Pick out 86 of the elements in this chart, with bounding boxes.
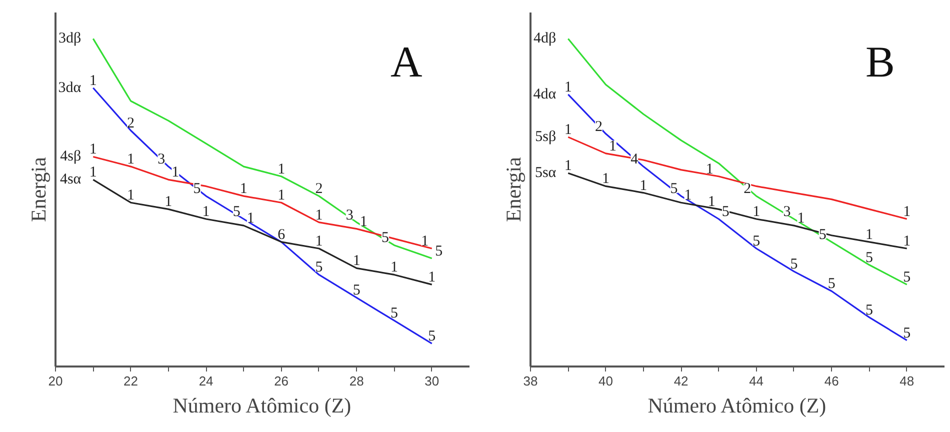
annotation: 1 [172, 164, 180, 181]
annotation: 1 [564, 122, 572, 138]
x-tick-label: 20 [48, 374, 63, 388]
y-axis-title: Energia [502, 156, 526, 222]
annotation: 1 [240, 181, 248, 198]
annotation: 2 [127, 116, 135, 132]
annotation: 1 [89, 72, 97, 89]
annotation: 5 [828, 276, 836, 292]
x-tick-label: 28 [349, 374, 364, 388]
annotation: 5 [352, 282, 360, 299]
annotation: 1 [127, 152, 135, 168]
annotation: 4 [630, 152, 639, 168]
annotation: 1 [246, 210, 254, 227]
x-tick-label: 42 [674, 374, 688, 388]
annotation: 1 [708, 194, 716, 210]
annotation: 5 [903, 270, 911, 286]
chart-title: B [866, 38, 895, 86]
annotation: 1 [390, 260, 398, 276]
series-label: 4sα [60, 172, 82, 188]
annotation: 5 [865, 302, 873, 318]
x-axis-title: Número Atômico (Z) [172, 394, 352, 418]
annotation: 5 [752, 234, 760, 250]
annotation: 1 [684, 188, 692, 204]
annotation: 1 [752, 204, 760, 220]
x-tick-label: 48 [900, 374, 914, 388]
annotation: 1 [797, 210, 805, 227]
annotation: 1 [421, 234, 429, 250]
annotation: 1 [640, 178, 648, 194]
x-tick-label: 44 [749, 374, 764, 388]
annotation: 1 [202, 204, 210, 220]
annotation: 1 [564, 79, 572, 96]
annotation: 1 [903, 204, 911, 220]
series-label: 4dβ [534, 30, 556, 47]
annotation: 1 [903, 234, 911, 250]
annotation: 2 [315, 181, 323, 198]
annotation: 5 [670, 181, 678, 198]
annotation: 1 [315, 207, 323, 224]
x-tick-label: 24 [198, 374, 214, 388]
annotation: 1 [89, 164, 97, 181]
annotation: 5 [435, 243, 443, 260]
annotation: 5 [232, 204, 240, 220]
annotation: 5 [428, 328, 436, 345]
y-axis-title: Energia [26, 156, 50, 222]
annotation: 5 [790, 256, 798, 272]
x-tick-label: 26 [274, 374, 289, 388]
annotation: 1 [278, 161, 286, 178]
annotation: 5 [722, 204, 730, 220]
annotation: 1 [278, 188, 286, 204]
annotation: 1 [609, 138, 617, 154]
annotation: 1 [164, 194, 172, 210]
series-label: 5sα [534, 165, 556, 182]
annotation: 5 [903, 325, 911, 342]
x-tick-label: 38 [523, 374, 538, 388]
annotation: 2 [744, 181, 752, 198]
annotation: 1 [89, 142, 97, 158]
series-label: 3dβ [58, 30, 82, 47]
annotation: 6 [278, 226, 286, 243]
annotation: 1 [127, 188, 135, 204]
x-tick-label: 40 [598, 374, 614, 388]
annotation: 2 [595, 118, 603, 135]
annotation: 1 [315, 234, 323, 250]
series-label: 3dα [58, 80, 82, 96]
annotation: 1 [360, 214, 368, 230]
annotation: 5 [818, 226, 826, 243]
series-label: 4dα [533, 86, 556, 102]
annotation: 3 [346, 207, 354, 224]
series-label: 4sβ [60, 148, 82, 165]
annotation: 5 [390, 306, 398, 322]
x-tick-label: 22 [124, 374, 138, 388]
annotation: 1 [706, 161, 714, 178]
x-tick-label: 46 [824, 374, 839, 388]
annotation: 1 [602, 171, 610, 188]
annotation: 1 [564, 158, 572, 174]
annotation: 5 [865, 250, 873, 266]
x-tick-label: 30 [424, 374, 440, 388]
chart-title: A [390, 38, 422, 86]
annotation: 1 [352, 253, 360, 270]
annotation: 1 [865, 226, 873, 243]
annotation: 1 [428, 270, 436, 286]
annotation: 5 [315, 260, 323, 276]
x-axis-title: Número Atômico (Z) [648, 394, 826, 418]
annotation: 5 [193, 181, 201, 198]
series-label: 5sβ [535, 129, 556, 146]
annotation: 5 [381, 230, 389, 246]
annotation: 3 [158, 152, 166, 168]
annotation: 3 [783, 204, 791, 220]
